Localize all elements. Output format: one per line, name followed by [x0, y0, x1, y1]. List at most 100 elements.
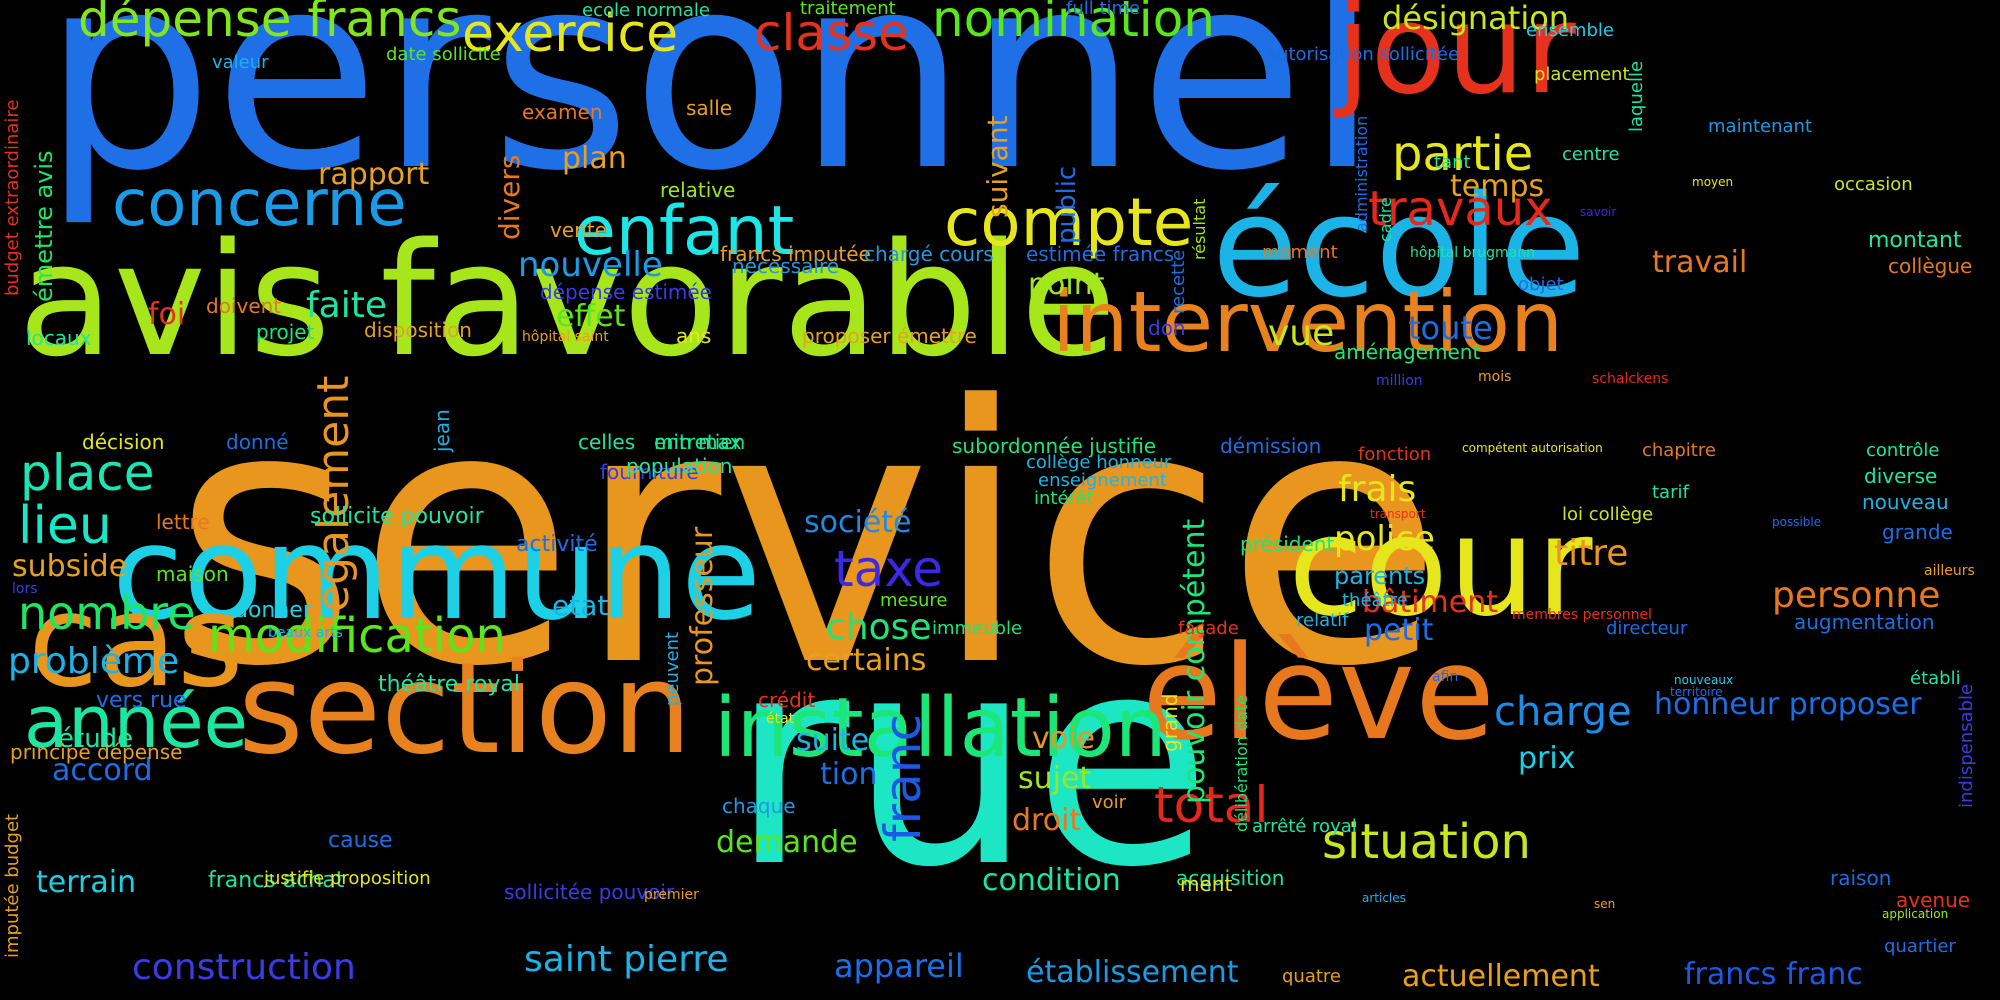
word-cloud-word: ailleurs — [1924, 563, 1975, 579]
word-cloud-word: service — [172, 330, 1444, 744]
word-cloud-word: cas — [28, 567, 244, 716]
word-cloud-word: collègue — [1888, 254, 1973, 278]
word-cloud-word: fonction — [1358, 444, 1432, 465]
word-cloud-word: augmentation — [1794, 610, 1935, 634]
word-cloud-word: nomination — [932, 0, 1215, 48]
word-cloud-word: quatre — [1282, 966, 1342, 987]
word-cloud-word: effet — [556, 299, 626, 334]
word-cloud-word: petit — [1364, 613, 1434, 648]
word-cloud-word: théâtre royal — [378, 672, 520, 697]
word-cloud-word: plan — [562, 141, 627, 176]
word-cloud-word: émettre avis — [30, 150, 58, 302]
word-cloud-word: sollicitée pouvoir — [504, 880, 675, 904]
word-cloud-word: résultat — [1190, 198, 1209, 260]
word-cloud-word: transport — [1370, 507, 1426, 521]
word-cloud-word: traitement — [800, 0, 896, 19]
word-cloud-word: installation — [714, 681, 1167, 776]
word-cloud-word: donner — [234, 598, 312, 623]
word-cloud-word: voie — [1032, 721, 1095, 756]
word-cloud-word: nombre — [18, 586, 196, 640]
word-cloud-word: occasion — [1834, 174, 1913, 195]
word-cloud-word: ensemble — [1526, 20, 1614, 41]
word-cloud-word: tant — [1434, 152, 1471, 173]
word-cloud-word: directeur — [1606, 618, 1688, 639]
word-cloud-word: indispensable — [1956, 683, 1977, 808]
word-cloud-word: vente — [550, 218, 607, 242]
word-cloud-word: partie — [1392, 126, 1534, 182]
word-cloud-word: sen — [1594, 897, 1616, 911]
word-cloud-word: population — [626, 454, 733, 478]
word-cloud-word: école — [1212, 166, 1586, 329]
word-cloud-word: bâtiment — [1362, 585, 1498, 620]
word-cloud-word: toute — [1408, 309, 1493, 347]
word-cloud-word: sujet — [1018, 761, 1092, 796]
word-cloud-word: année — [24, 680, 248, 764]
word-cloud-word: intervention — [1052, 273, 1564, 371]
word-cloud-word: mois — [1478, 369, 1512, 385]
word-cloud-word: francs franc — [1684, 957, 1863, 992]
word-cloud-word: rapport — [318, 157, 430, 192]
word-cloud-word: terrain — [36, 865, 137, 900]
word-cloud-word: délibération date — [1232, 694, 1251, 832]
word-cloud-word: taxe — [834, 540, 944, 598]
word-cloud-word: titre — [1554, 533, 1629, 574]
word-cloud-word: immeuble — [932, 618, 1023, 639]
word-cloud-word: sollicite pouvoir — [310, 504, 484, 529]
word-cloud-word: tion — [820, 757, 878, 792]
word-cloud-word: disposition — [364, 318, 472, 342]
word-cloud-word: crédit — [758, 688, 816, 712]
word-cloud-word: avenue — [1896, 888, 1971, 912]
word-cloud-word: maison — [156, 562, 229, 586]
word-cloud-word: divers — [493, 154, 526, 240]
word-cloud-word: élève — [1142, 617, 1495, 769]
word-cloud-word: dépense estimée — [540, 280, 712, 304]
word-cloud-word: droit — [1012, 803, 1082, 838]
word-cloud-word: autorisation sollicitée — [1266, 44, 1460, 65]
word-cloud-word: loi collège — [1562, 504, 1654, 525]
word-cloud-word: articles — [1362, 891, 1406, 905]
word-cloud-word: travaux — [1368, 181, 1553, 237]
word-cloud-word: examen — [522, 100, 603, 124]
word-cloud-word: établi — [1910, 668, 1961, 689]
word-cloud-word: suite — [796, 723, 870, 758]
word-cloud-word: lieu — [18, 496, 112, 556]
word-cloud-word: dépense francs — [78, 0, 462, 48]
word-cloud-word: activité — [516, 532, 598, 557]
word-cloud-word: jean — [430, 409, 454, 452]
word-cloud-word: locaux — [26, 326, 92, 350]
word-cloud-word: relative — [660, 178, 736, 202]
word-cloud-word: subside — [12, 549, 128, 584]
word-cloud-word: jour — [1336, 0, 1576, 122]
word-cloud-word: lettre — [156, 510, 210, 534]
word-cloud-word: francs imputée — [720, 242, 871, 266]
word-cloud-word: laquelle — [1626, 60, 1647, 132]
word-cloud-word: compétent autorisation — [1462, 441, 1603, 455]
word-cloud-word: ment — [1180, 872, 1233, 896]
word-cloud-word: full time — [1066, 0, 1141, 19]
word-cloud-word: objet — [1518, 274, 1564, 295]
word-cloud-word: moment — [1262, 242, 1338, 263]
word-cloud-word: administration — [1352, 115, 1371, 232]
word-cloud-word: également — [308, 375, 359, 612]
word-cloud-word: montant — [1868, 228, 1962, 253]
word-cloud-word: intérêt — [1034, 488, 1094, 509]
word-cloud-word: subordonnée justifie — [952, 434, 1157, 458]
word-cloud-word: acquisition — [1176, 866, 1285, 890]
word-cloud-word: société — [804, 505, 912, 540]
word-cloud-word: moyen — [1692, 175, 1734, 189]
word-cloud-word: date sollicite — [386, 44, 501, 65]
word-cloud-word: nouvelle — [518, 245, 663, 285]
word-cloud-word: démission — [1220, 434, 1322, 458]
word-cloud-word: enfant — [574, 192, 795, 271]
word-cloud-word: grande — [1882, 520, 1953, 544]
word-cloud-word: point — [1028, 267, 1105, 302]
word-cloud-word: projet — [256, 320, 315, 344]
word-cloud-word: appareil — [834, 947, 964, 985]
word-cloud-word: exercice — [462, 4, 679, 64]
word-cloud-word: placement — [1534, 64, 1630, 85]
word-cloud-word: faite — [306, 285, 387, 326]
word-cloud-word: désignation — [1382, 0, 1570, 37]
word-cloud-word: concerne — [112, 167, 407, 241]
word-cloud-word: saint pierre — [524, 939, 729, 980]
